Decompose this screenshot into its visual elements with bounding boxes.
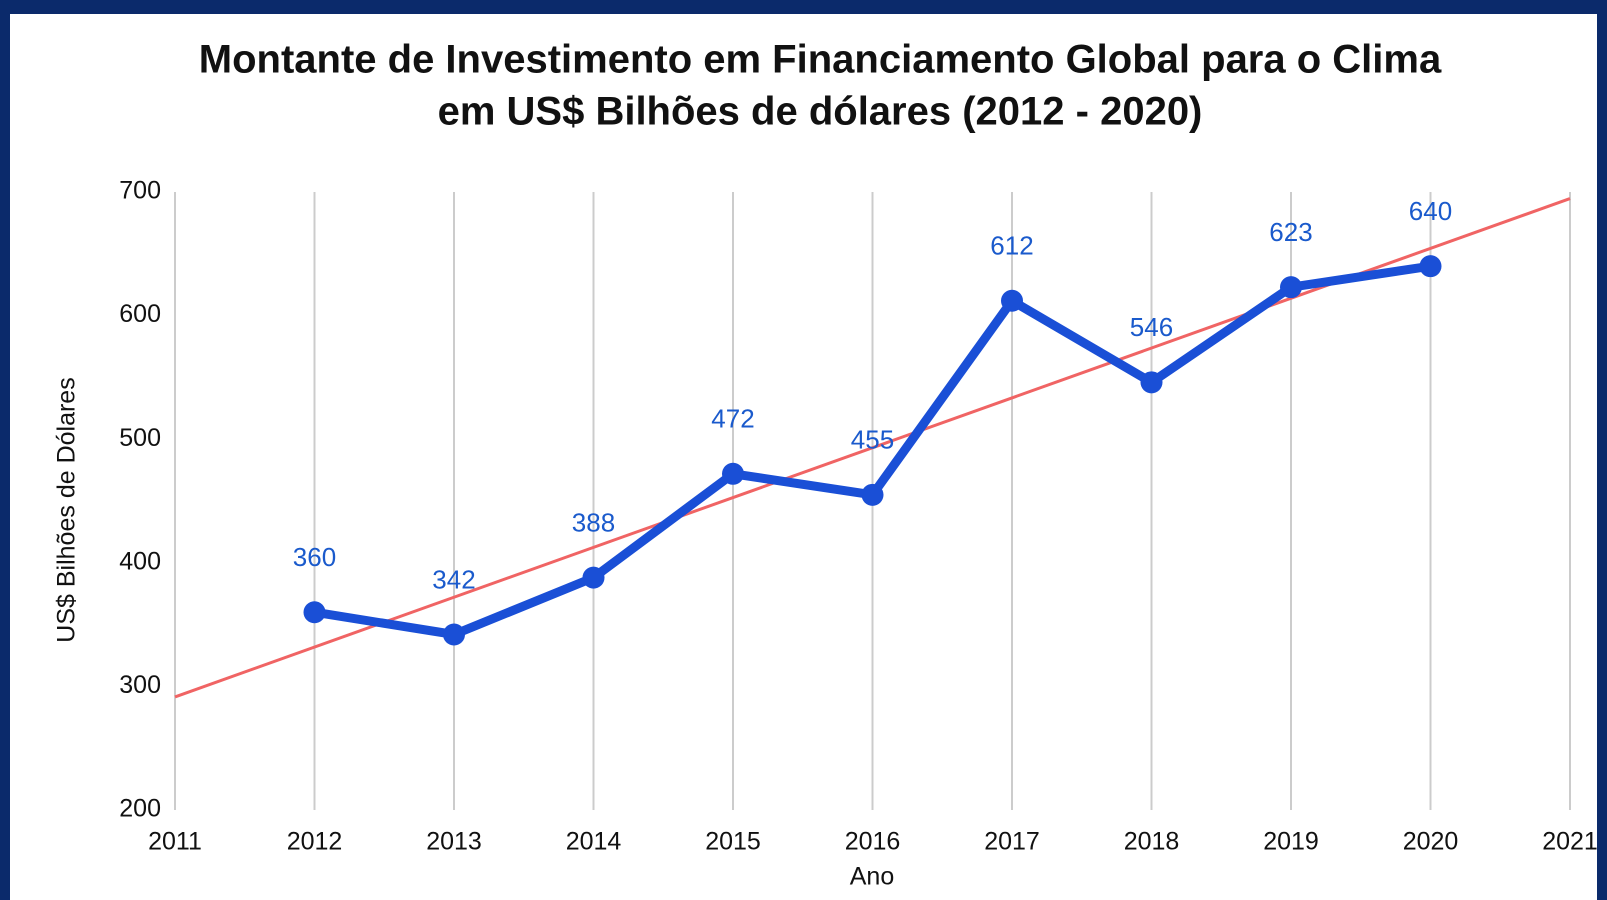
y-tick-label: 200 xyxy=(119,795,161,823)
point xyxy=(443,623,465,646)
y-tick-label: 500 xyxy=(119,424,161,452)
point xyxy=(1419,255,1442,278)
x-tick-label: 2021 xyxy=(1542,828,1598,856)
x-tick-label: 2014 xyxy=(566,828,622,856)
point xyxy=(582,566,605,589)
x-tick-label: 2017 xyxy=(984,828,1040,856)
chart-title: Montante de Investimento em Financiament… xyxy=(199,38,1442,82)
x-tick-label: 2013 xyxy=(426,828,482,856)
x-tick-label: 2019 xyxy=(1263,828,1319,856)
point xyxy=(1280,276,1302,299)
point xyxy=(861,483,884,506)
data-label: 640 xyxy=(1409,196,1452,226)
y-tick-label: 300 xyxy=(119,671,161,699)
panel xyxy=(10,14,1597,900)
x-tick-label: 2020 xyxy=(1403,828,1459,856)
point xyxy=(303,601,326,624)
y-tick-label: 600 xyxy=(119,300,161,328)
y-tick-label: 700 xyxy=(119,177,161,205)
y-axis-label: US$ Bilhões de Dólares xyxy=(53,377,81,642)
data-label: 612 xyxy=(990,231,1033,261)
data-label: 455 xyxy=(851,425,894,455)
point xyxy=(722,462,744,485)
y-tick-label: 400 xyxy=(119,547,161,575)
data-label: 472 xyxy=(711,404,754,434)
x-tick-label: 2018 xyxy=(1124,828,1180,856)
point xyxy=(1001,289,1023,312)
x-tick-label: 2015 xyxy=(705,828,761,856)
data-label: 623 xyxy=(1269,217,1312,247)
x-tick-label: 2011 xyxy=(148,828,202,856)
data-label: 342 xyxy=(432,564,475,594)
x-tick-label: 2012 xyxy=(287,828,343,856)
data-label: 360 xyxy=(293,542,336,572)
x-tick-label: 2016 xyxy=(845,828,901,856)
data-label: 546 xyxy=(1130,312,1173,342)
data-label: 388 xyxy=(572,508,615,538)
point xyxy=(1140,371,1163,394)
chart-subtitle: em US$ Bilhões de dólares (2012 - 2020) xyxy=(438,90,1203,134)
x-axis-label: Ano xyxy=(850,863,894,891)
